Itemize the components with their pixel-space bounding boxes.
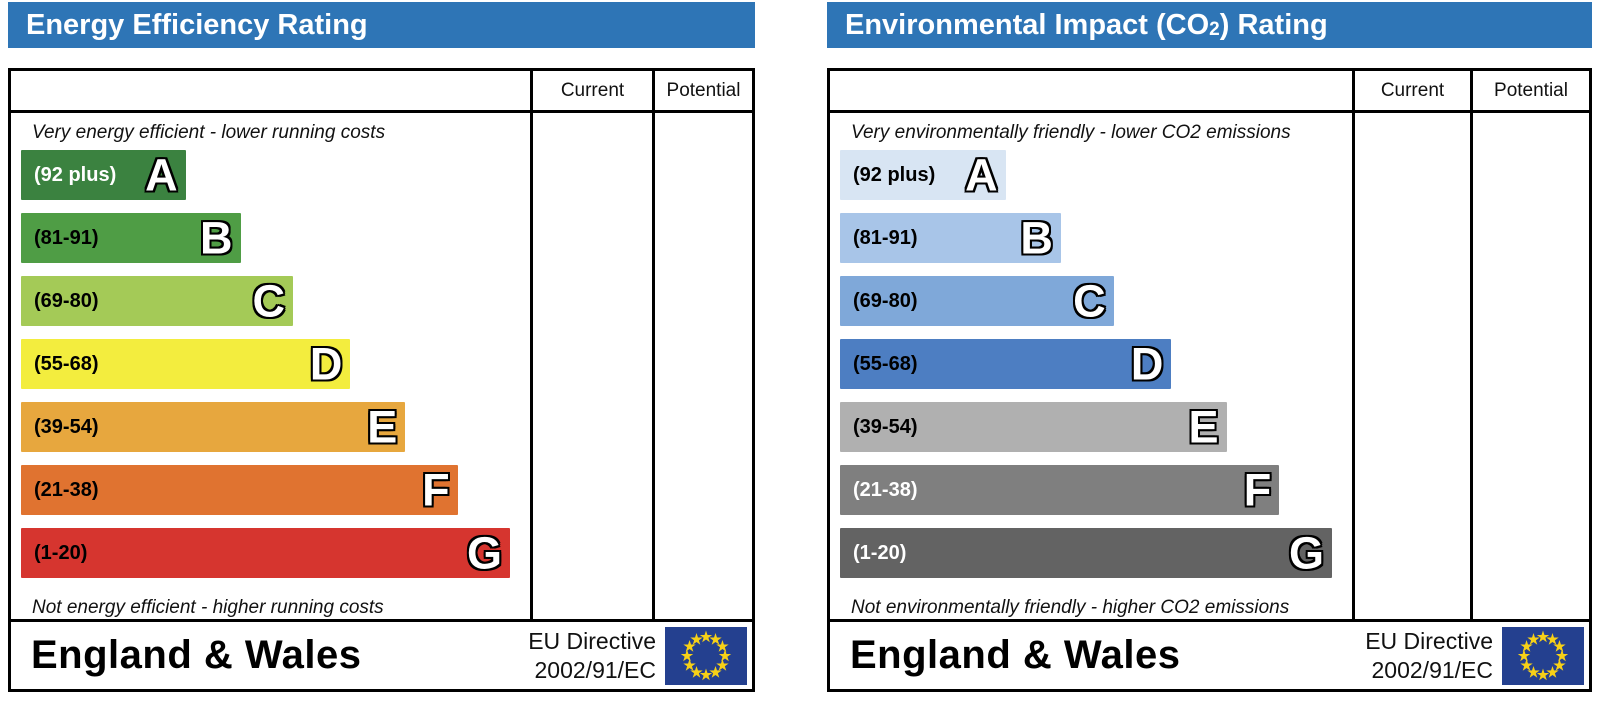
band-e: (39-54) E: [840, 402, 1227, 452]
band-row: (92 plus) A: [840, 150, 1342, 200]
band-range-label: (1-20): [34, 541, 88, 564]
header-spacer-cell: [11, 71, 530, 113]
band-c: (69-80) C: [21, 276, 293, 326]
band-letter: D: [1130, 338, 1164, 390]
band-letter: C: [1073, 275, 1106, 327]
band-letter: B: [200, 212, 233, 264]
rating-scale-area: Very environmentally friendly - lower CO…: [830, 113, 1352, 619]
energy-efficiency-title: Energy Efficiency Rating: [8, 2, 755, 48]
table-footer: England & Wales EU Directive 2002/91/EC: [11, 619, 752, 689]
footer-right: EU Directive 2002/91/EC: [528, 626, 747, 685]
band-letter: B: [1020, 212, 1053, 264]
band-row: (81-91) B: [21, 213, 520, 263]
band-row: (81-91) B: [840, 213, 1342, 263]
environmental-impact-panel: Environmental Impact (CO 2) Rating Curren…: [827, 2, 1592, 692]
region-label: England & Wales: [850, 633, 1181, 677]
band-letter: D: [309, 338, 343, 390]
band-f: (21-38) F: [21, 465, 458, 515]
band-letter: G: [1288, 527, 1324, 579]
band-row: (69-80) C: [840, 276, 1342, 326]
energy-efficiency-panel: Energy Efficiency Rating Current Potenti…: [8, 2, 755, 692]
band-d: (55-68) D: [21, 338, 351, 390]
band-row: (55-68) D: [21, 339, 520, 389]
eu-directive-line1: EU Directive: [1365, 627, 1493, 654]
band-f: (21-38) F: [840, 464, 1280, 516]
current-value-cell: [1352, 113, 1470, 619]
title-text: Energy Efficiency Rating: [26, 8, 368, 41]
band-g: (1-20) G: [21, 527, 511, 579]
eu-directive-label: EU Directive 2002/91/EC: [1365, 627, 1493, 685]
eu-flag-icon: [665, 626, 747, 685]
environmental-impact-title: Environmental Impact (CO 2) Rating: [827, 2, 1592, 48]
current-value-cell: [530, 113, 652, 619]
band-range-label: (21-38): [853, 478, 918, 501]
band-row: (1-20) G: [840, 528, 1342, 578]
band-range-label: (39-54): [34, 415, 99, 438]
eu-flag-icon: [1502, 626, 1584, 685]
potential-value-cell: [1470, 113, 1589, 619]
rating-scale-area: Very energy efficient - lower running co…: [11, 113, 530, 619]
band-letter: E: [367, 401, 398, 453]
band-letter: G: [467, 527, 503, 579]
band-range-label: (81-91): [853, 226, 918, 249]
band-letter: A: [145, 149, 178, 201]
band-a: (92 plus) A: [21, 150, 186, 200]
header-spacer-cell: [830, 71, 1352, 113]
band-range-label: (55-68): [34, 352, 99, 375]
potential-value-cell: [652, 113, 752, 619]
band-letter: A: [965, 149, 998, 201]
band-row: (21-38) F: [840, 465, 1342, 515]
band-range-label: (92 plus): [34, 163, 117, 186]
band-range-label: (92 plus): [853, 163, 936, 186]
potential-column-header: Potential: [652, 71, 752, 113]
energy-rating-table: Current Potential Very energy efficient …: [8, 68, 755, 692]
title-subscript: 2: [1209, 19, 1220, 40]
band-a: (92 plus) A: [840, 150, 1006, 200]
band-b: (81-91) B: [840, 213, 1061, 263]
band-range-label: (21-38): [34, 478, 99, 501]
eu-directive-line1: EU Directive: [528, 627, 656, 654]
band-row: (55-68) D: [840, 339, 1342, 389]
bottom-caption: Not energy efficient - higher running co…: [32, 597, 384, 618]
band-range-label: (81-91): [34, 226, 99, 249]
band-letter: F: [422, 464, 450, 516]
title-text-post: ) Rating: [1219, 8, 1328, 41]
band-row: (92 plus) A: [21, 150, 520, 200]
band-range-label: (69-80): [853, 289, 918, 312]
band-row: (39-54) E: [840, 402, 1342, 452]
band-e: (39-54) E: [21, 401, 406, 453]
band-row: (39-54) E: [21, 402, 520, 452]
rating-bands: (92 plus) A (81-91) B (69-80) C (55-68) D (3…: [11, 150, 530, 578]
potential-column-header: Potential: [1470, 71, 1589, 113]
co2-rating-table: Current Potential Very environmentally f…: [827, 68, 1592, 692]
band-range-label: (55-68): [853, 352, 918, 375]
rating-bands: (92 plus) A (81-91) B (69-80) C (55-68) D (3…: [830, 150, 1352, 578]
current-column-header: Current: [530, 71, 652, 113]
table-footer: England & Wales EU Directive 2002/91/EC: [830, 619, 1589, 689]
band-b: (81-91) B: [21, 213, 241, 263]
top-caption: Very environmentally friendly - lower CO…: [851, 122, 1291, 143]
band-row: (21-38) F: [21, 465, 520, 515]
band-letter: F: [1243, 464, 1272, 516]
band-d: (55-68) D: [840, 338, 1172, 390]
eu-directive-label: EU Directive 2002/91/EC: [528, 627, 656, 685]
region-label: England & Wales: [31, 633, 362, 677]
title-text: Environmental Impact (CO: [845, 8, 1210, 41]
band-range-label: (39-54): [853, 415, 918, 438]
band-range-label: (1-20): [853, 541, 907, 564]
current-column-header: Current: [1352, 71, 1470, 113]
band-g: (1-20) G: [840, 528, 1332, 578]
footer-right: EU Directive 2002/91/EC: [1365, 626, 1584, 685]
top-caption: Very energy efficient - lower running co…: [32, 122, 386, 143]
band-letter: E: [1188, 401, 1219, 453]
band-row: (1-20) G: [21, 528, 520, 578]
band-c: (69-80) C: [840, 276, 1114, 326]
band-letter: C: [252, 275, 285, 327]
eu-directive-line2: 2002/91/EC: [1371, 656, 1493, 683]
band-range-label: (69-80): [34, 289, 99, 312]
eu-directive-line2: 2002/91/EC: [534, 656, 656, 683]
bottom-caption: Not environmentally friendly - higher CO…: [851, 597, 1290, 618]
band-row: (69-80) C: [21, 276, 520, 326]
